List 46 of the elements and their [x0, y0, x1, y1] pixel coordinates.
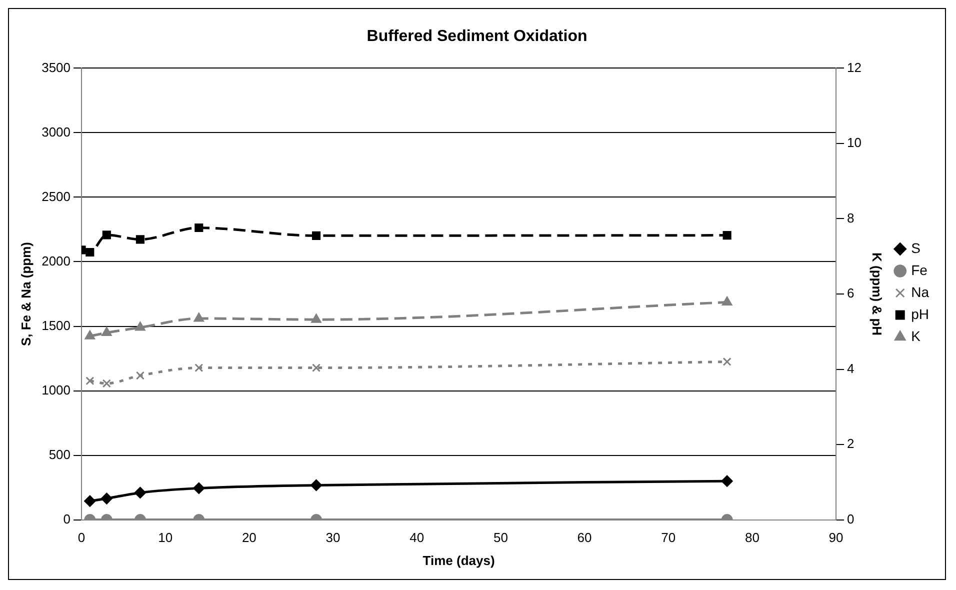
x-tick-label: 30	[326, 530, 340, 546]
y-tick-label: 500	[48, 446, 71, 462]
legend-label: Fe	[911, 262, 928, 278]
y2-tick-label: 0	[847, 511, 854, 526]
x-tick-label: 20	[242, 530, 256, 546]
y2-tick-label: 12	[847, 60, 862, 75]
y2-tick-label: 8	[847, 210, 854, 226]
point	[722, 296, 732, 306]
point	[135, 322, 146, 331]
x-tick-label: 70	[661, 530, 676, 546]
y-tick-label: 0	[63, 511, 71, 526]
x-tick-label: 50	[493, 530, 508, 546]
y-axis-title: S, Fe & Na (ppm)	[18, 242, 34, 346]
point	[136, 235, 144, 244]
legend-label: S	[911, 240, 920, 256]
x-tick-label: 60	[577, 530, 592, 546]
x-axis-title: Time (days)	[422, 552, 495, 568]
point	[102, 327, 112, 336]
y2-tick-label: 4	[847, 360, 854, 376]
point	[86, 248, 94, 257]
point	[84, 330, 95, 340]
x-tick-label: 90	[828, 530, 844, 546]
legend-label: Na	[911, 284, 930, 300]
y-tick-label: 1000	[42, 382, 71, 398]
legend-label: K	[911, 328, 922, 344]
point	[194, 312, 204, 322]
point	[102, 230, 111, 240]
y2-axis-title: K (ppm) & pH	[870, 252, 885, 336]
x-tick-label: 0	[78, 530, 86, 546]
point	[312, 231, 321, 240]
y-tick-label: 3000	[42, 124, 71, 140]
x-tick-label: 40	[410, 530, 424, 546]
point	[722, 231, 732, 240]
y2-tick-label: 2	[847, 436, 854, 452]
y-tick-label: 2500	[42, 188, 71, 204]
point	[311, 314, 322, 323]
y-tick-label: 2000	[42, 253, 71, 268]
point	[194, 223, 204, 232]
x-tick-label: 10	[158, 530, 173, 546]
chart-title: Buffered Sediment Oxidation	[366, 28, 588, 46]
legend-label: pH	[911, 306, 930, 322]
y-tick-label: 1500	[42, 318, 71, 333]
y-tick-label: 3500	[42, 60, 71, 75]
y2-tick-label: 10	[847, 135, 862, 150]
x-tick-label: 80	[744, 530, 760, 546]
y2-tick-label: 6	[847, 286, 854, 301]
